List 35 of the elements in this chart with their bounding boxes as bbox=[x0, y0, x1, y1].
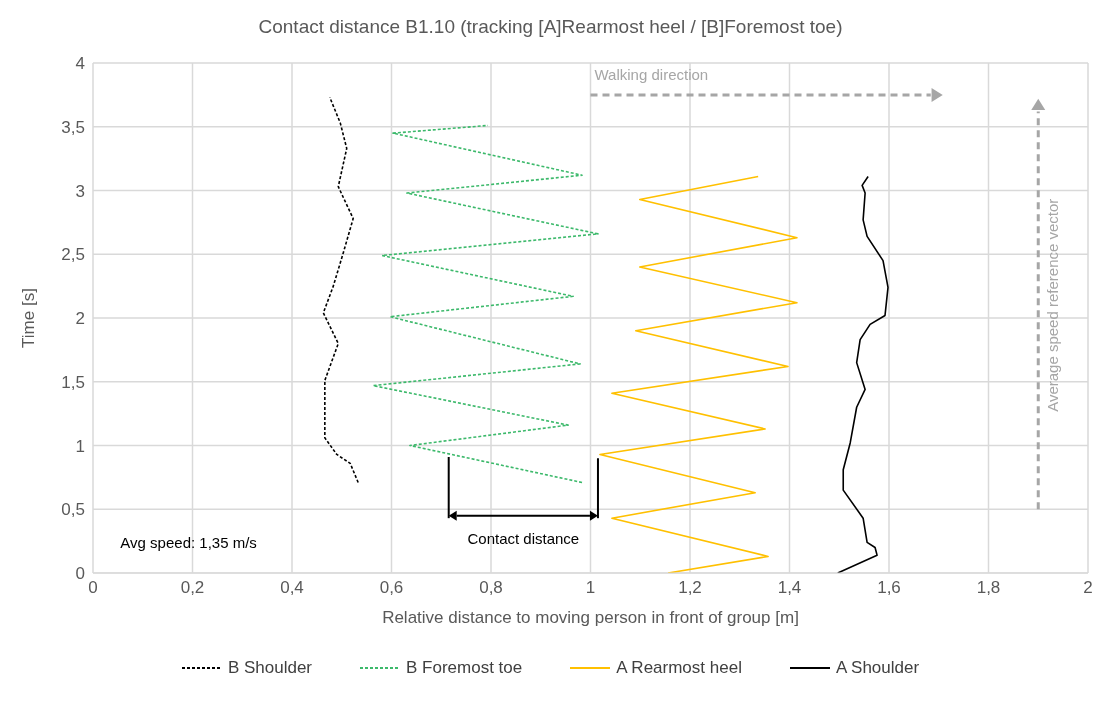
x-tick-label: 2 bbox=[1083, 578, 1093, 598]
y-axis-title: Time [s] bbox=[19, 288, 39, 348]
annotation: Walking direction bbox=[594, 65, 709, 83]
y-tick-label: 2,5 bbox=[61, 245, 85, 265]
x-axis-title: Relative distance to moving person in front of group [m] bbox=[382, 608, 799, 627]
legend-label: A Rearmost heel bbox=[616, 658, 742, 678]
annotation: Average speed reference vector bbox=[1044, 198, 1062, 412]
y-tick-label: 2 bbox=[75, 309, 85, 329]
x-tick-label: 1,2 bbox=[678, 578, 702, 598]
x-tick-label: 0,6 bbox=[379, 578, 404, 598]
y-tick-label: 0,5 bbox=[61, 500, 85, 520]
line-series bbox=[836, 175, 889, 573]
annotation: Avg speed: 1,35 m/s bbox=[120, 533, 257, 551]
legend-label: A Shoulder bbox=[835, 658, 920, 678]
x-tick-label: 1,8 bbox=[976, 578, 1001, 598]
line-series bbox=[599, 175, 798, 573]
x-tick-label: 1,4 bbox=[777, 578, 802, 598]
line-series bbox=[372, 124, 599, 484]
x-tick-label: 1 bbox=[585, 578, 596, 598]
y-tick-label: 3 bbox=[75, 181, 85, 201]
legend-label: B Foremost toe bbox=[406, 658, 523, 678]
y-tick-label: 0 bbox=[75, 564, 85, 584]
y-tick-label: 3,5 bbox=[61, 117, 85, 137]
chart-title: Contact distance B1.10 (tracking [A]Rearmost heel / [B]Foremost toe) bbox=[257, 16, 844, 38]
y-tick-label: 1,5 bbox=[61, 372, 85, 392]
line-series bbox=[322, 96, 359, 484]
x-tick-label: 0,2 bbox=[180, 578, 205, 598]
x-tick-label: 0,4 bbox=[280, 578, 304, 598]
annotation: Contact distance bbox=[467, 529, 580, 547]
x-tick-label: 0 bbox=[88, 578, 98, 598]
x-tick-label: 0,8 bbox=[479, 578, 503, 598]
legend-label: B Shoulder bbox=[227, 658, 313, 678]
x-tick-label: 1,6 bbox=[877, 578, 901, 598]
y-tick-label: 4 bbox=[75, 54, 85, 74]
y-tick-label: 1 bbox=[75, 436, 85, 456]
